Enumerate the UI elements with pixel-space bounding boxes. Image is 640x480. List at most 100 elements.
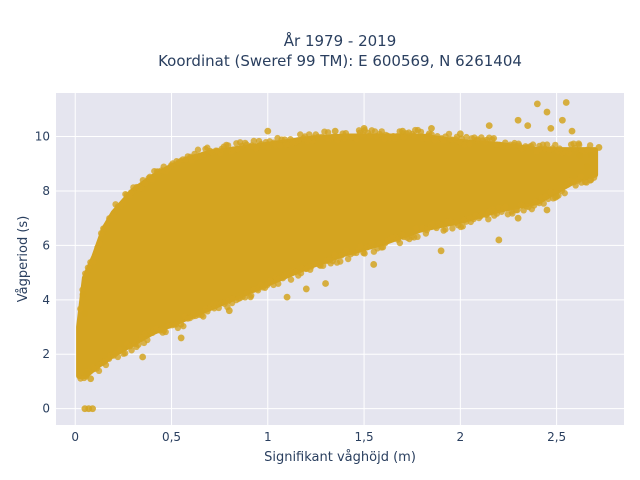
data-point — [428, 124, 435, 132]
data-point — [543, 141, 551, 148]
data-point — [547, 188, 554, 196]
data-point — [297, 269, 305, 277]
data-point — [445, 130, 453, 138]
data-point — [529, 141, 537, 148]
data-point — [543, 108, 551, 116]
data-point — [87, 375, 95, 383]
data-point — [540, 200, 547, 207]
data-point — [437, 247, 445, 255]
x-tick-label: 2 — [457, 430, 465, 444]
data-point — [485, 215, 492, 223]
data-point — [120, 199, 127, 207]
data-point — [558, 116, 566, 124]
data-point — [82, 270, 89, 277]
data-point — [102, 361, 110, 369]
y-tick-label: 8 — [42, 184, 50, 198]
data-point — [302, 285, 310, 293]
data-point — [331, 251, 338, 259]
data-point — [561, 189, 568, 197]
data-point — [275, 280, 282, 287]
data-point — [344, 255, 352, 263]
data-point — [79, 290, 87, 298]
data-point — [393, 133, 400, 140]
x-tick-label: 1 — [264, 430, 272, 444]
data-point — [576, 152, 584, 159]
data-point — [361, 250, 368, 257]
data-point — [357, 243, 364, 250]
data-point — [180, 322, 187, 330]
data-point — [90, 258, 97, 266]
data-point — [337, 258, 344, 265]
y-tick-label: 2 — [42, 347, 50, 361]
data-point — [135, 341, 142, 348]
data-point — [485, 122, 493, 130]
data-point — [128, 347, 135, 354]
y-tick-label: 6 — [42, 238, 50, 252]
data-point — [396, 239, 404, 247]
data-point — [553, 193, 561, 200]
data-point — [276, 142, 284, 149]
data-point — [114, 353, 122, 361]
y-tick-label: 10 — [35, 130, 50, 144]
chart-title-line-2: Koordinat (Sweref 99 TM): E 600569, N 62… — [158, 52, 522, 70]
data-point — [586, 142, 594, 149]
data-point — [200, 313, 207, 320]
data-point — [414, 233, 421, 241]
data-point — [127, 189, 135, 196]
data-point — [547, 124, 555, 132]
data-point — [318, 133, 326, 141]
data-point — [324, 129, 332, 136]
data-point — [545, 195, 552, 203]
data-point — [488, 206, 496, 213]
data-point — [495, 236, 503, 244]
data-point — [514, 206, 521, 214]
data-point — [177, 334, 185, 342]
data-point — [459, 223, 466, 230]
data-point — [575, 141, 583, 149]
data-point — [281, 136, 288, 143]
data-point — [95, 367, 103, 375]
y-axis-ticks: 0 2 4 6 8 10 — [35, 130, 50, 416]
data-point — [254, 287, 262, 294]
data-point — [266, 277, 274, 284]
data-point — [250, 137, 258, 145]
data-point — [490, 135, 498, 142]
data-point — [449, 225, 456, 232]
data-point — [514, 116, 522, 124]
data-point — [322, 280, 329, 287]
data-point — [138, 184, 145, 192]
data-point — [590, 174, 598, 181]
data-point — [466, 140, 473, 148]
data-point — [410, 132, 418, 139]
data-point — [92, 253, 99, 261]
data-point — [543, 206, 551, 214]
data-point — [264, 281, 271, 289]
x-tick-label: 2,5 — [547, 430, 566, 444]
data-point — [264, 144, 272, 151]
x-tick-label: 0,5 — [162, 430, 181, 444]
data-point — [89, 405, 96, 413]
data-point — [368, 239, 375, 247]
data-point — [353, 135, 360, 143]
data-point — [524, 122, 532, 130]
data-point — [287, 276, 295, 283]
data-point — [502, 203, 509, 211]
x-axis-label: Signifikant våghöjd (m) — [264, 450, 416, 465]
data-point — [224, 142, 232, 149]
x-axis-ticks: 0 0,5 1 1,5 2 2,5 — [71, 430, 566, 444]
data-point — [565, 149, 573, 157]
data-point — [122, 350, 129, 357]
data-point — [110, 212, 117, 219]
data-point — [338, 252, 345, 259]
data-points — [77, 99, 603, 413]
data-point — [533, 100, 541, 108]
data-point — [442, 226, 449, 233]
data-point — [447, 217, 455, 225]
data-point — [461, 141, 468, 149]
data-point — [141, 180, 149, 187]
data-point — [141, 330, 149, 337]
data-point — [342, 247, 350, 254]
data-point — [81, 310, 89, 317]
x-tick-label: 0 — [71, 430, 79, 444]
data-point — [253, 145, 260, 152]
